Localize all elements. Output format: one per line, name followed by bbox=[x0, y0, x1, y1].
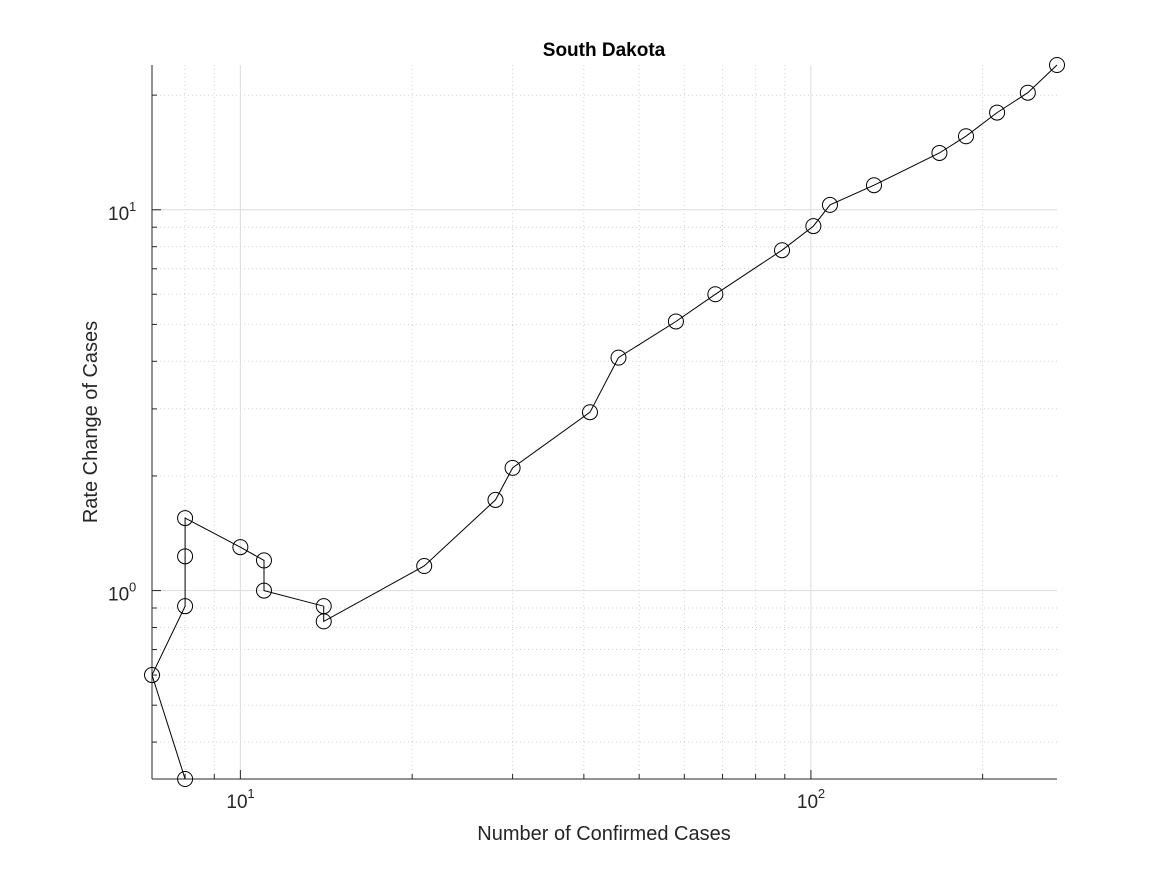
data-point-marker bbox=[957, 128, 974, 145]
minor-grid bbox=[151, 65, 1057, 779]
x-tick-label: 10 bbox=[226, 792, 247, 813]
data-point-marker bbox=[177, 548, 194, 565]
data-point-marker bbox=[581, 404, 598, 421]
data-point-marker bbox=[805, 218, 822, 235]
data-point-marker bbox=[931, 144, 948, 161]
data-point-marker bbox=[707, 286, 724, 303]
y-tick-label: 10 bbox=[108, 585, 129, 606]
major-grid bbox=[152, 65, 1057, 779]
data-point-marker bbox=[774, 242, 791, 259]
data-point-marker bbox=[177, 510, 194, 527]
y-tick-exponent: 1 bbox=[129, 199, 136, 214]
tick-labels: 10 1 10 210 010 1 bbox=[108, 199, 825, 813]
y-axis-label: Rate Change of Cases bbox=[80, 321, 102, 523]
data-point-marker bbox=[177, 598, 194, 615]
data-point-marker bbox=[610, 349, 627, 366]
y-tick-exponent: 0 bbox=[129, 580, 136, 595]
x-axis-label: Number of Confirmed Cases bbox=[477, 823, 730, 845]
data-point-marker bbox=[821, 196, 838, 213]
x-tick-label: 10 bbox=[797, 792, 818, 813]
data-point-marker bbox=[416, 558, 433, 575]
data-point-marker bbox=[487, 491, 504, 508]
series-line bbox=[151, 64, 1058, 780]
data-point-marker bbox=[255, 552, 272, 569]
axis-ticks bbox=[151, 94, 984, 779]
data-point-marker bbox=[232, 539, 249, 556]
data-point-marker bbox=[255, 582, 272, 599]
data-point-marker bbox=[1049, 57, 1065, 73]
data-point-marker bbox=[177, 771, 194, 787]
chart-title: South Dakota bbox=[543, 40, 666, 61]
data-point-marker bbox=[315, 613, 332, 630]
data-point-marker bbox=[144, 667, 160, 684]
data-point-marker bbox=[1019, 84, 1036, 101]
data-point-marker bbox=[667, 313, 684, 330]
axes-frame bbox=[151, 65, 1057, 780]
series-line-group bbox=[151, 64, 1058, 780]
data-point-marker bbox=[504, 459, 521, 476]
y-tick-label: 10 bbox=[108, 204, 129, 225]
x-tick-exponent: 2 bbox=[818, 786, 825, 801]
series-markers bbox=[144, 57, 1065, 787]
x-tick-exponent: 1 bbox=[247, 786, 254, 801]
data-point-marker bbox=[989, 104, 1006, 121]
data-point-marker bbox=[865, 177, 882, 194]
